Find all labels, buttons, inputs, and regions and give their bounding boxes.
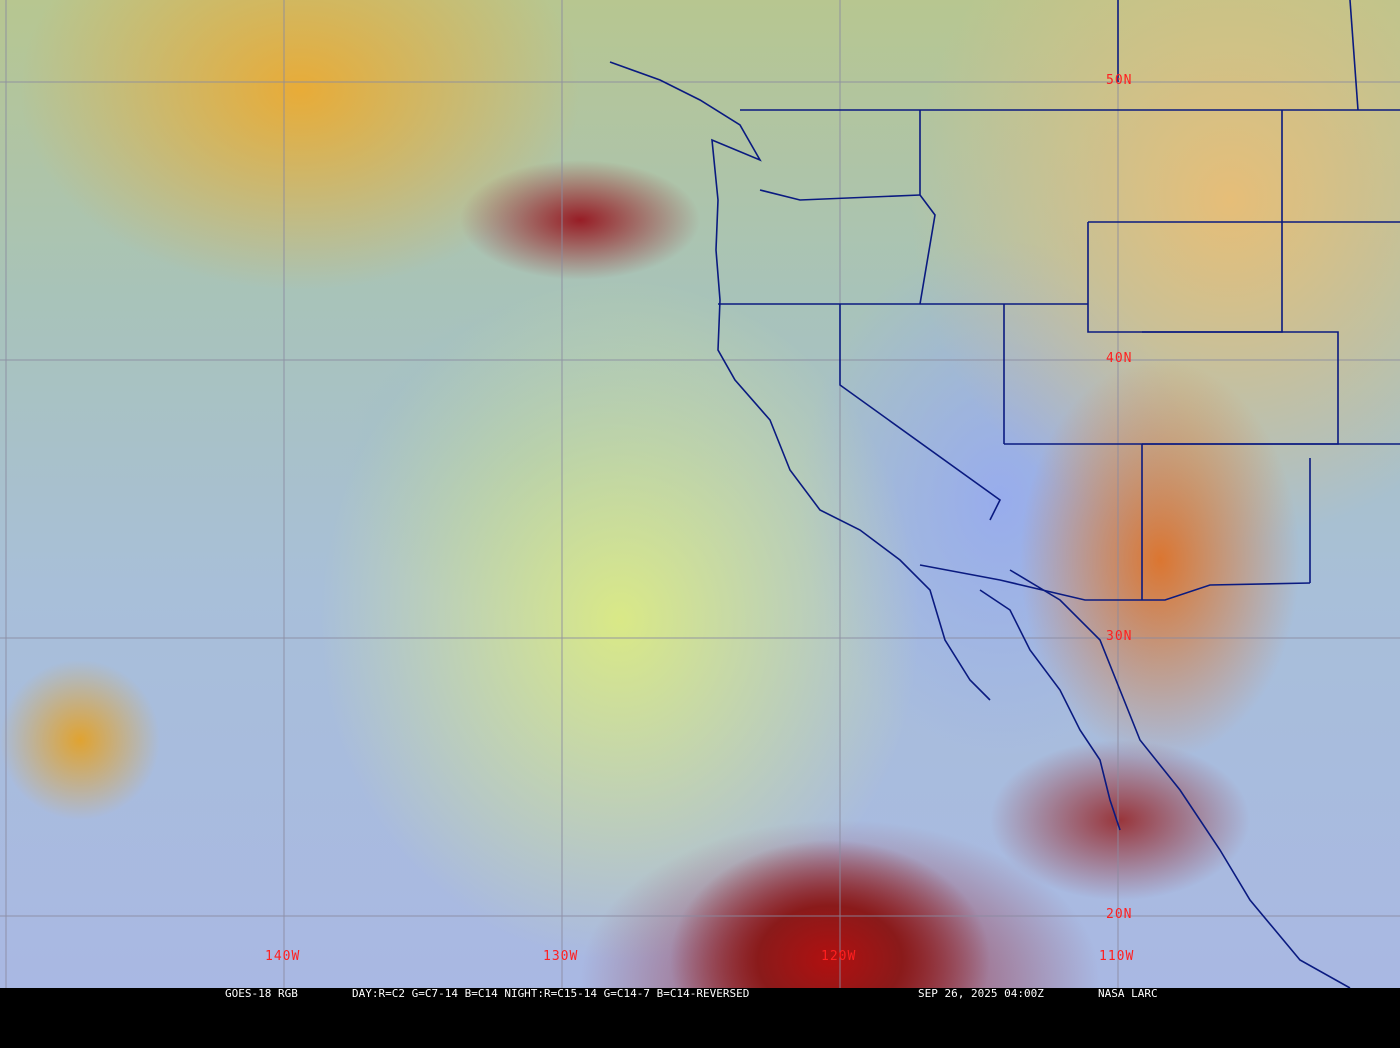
canada-provincial-border-2	[1349, 0, 1359, 111]
ca-nv-border	[839, 304, 1002, 521]
lat-label-40n: 40N	[1106, 351, 1133, 366]
credit: NASA LARC	[1098, 987, 1158, 1000]
wa-or-border	[759, 189, 921, 201]
lat-label-50n: 50N	[1106, 73, 1133, 88]
product-name: GOES-18 RGB	[225, 987, 298, 1000]
us-mexico-border	[919, 564, 1311, 601]
lat-label-20n: 20N	[1106, 907, 1133, 922]
baja-gulf-coast	[979, 589, 1121, 831]
mt-border	[1281, 110, 1400, 223]
west-coast	[609, 61, 991, 701]
caption-bar: GOES-18 RGB DAY:R=C2 G=C7-14 B=C14 NIGHT…	[0, 988, 1400, 1000]
map-overlay	[0, 0, 1400, 988]
lon-label-140w: 140W	[265, 949, 301, 964]
rgb-recipe: DAY:R=C2 G=C7-14 B=C14 NIGHT:R=C15-14 G=…	[352, 987, 750, 1000]
coastlines-and-borders	[609, 0, 1400, 988]
idaho-border	[919, 110, 936, 305]
lat-label-30n: 30N	[1106, 629, 1133, 644]
lon-label-120w: 120W	[821, 949, 857, 964]
wy-border	[1087, 221, 1283, 333]
mainland-mexico-coast	[1009, 569, 1351, 988]
co-border	[1142, 331, 1339, 445]
lon-label-130w: 130W	[543, 949, 579, 964]
lat-lon-grid	[0, 0, 1400, 988]
satellite-image: 50N 40N 30N 20N 140W 130W 120W 110W	[0, 0, 1400, 988]
lon-label-110w: 110W	[1099, 949, 1135, 964]
timestamp: SEP 26, 2025 04:00Z	[918, 987, 1044, 1000]
